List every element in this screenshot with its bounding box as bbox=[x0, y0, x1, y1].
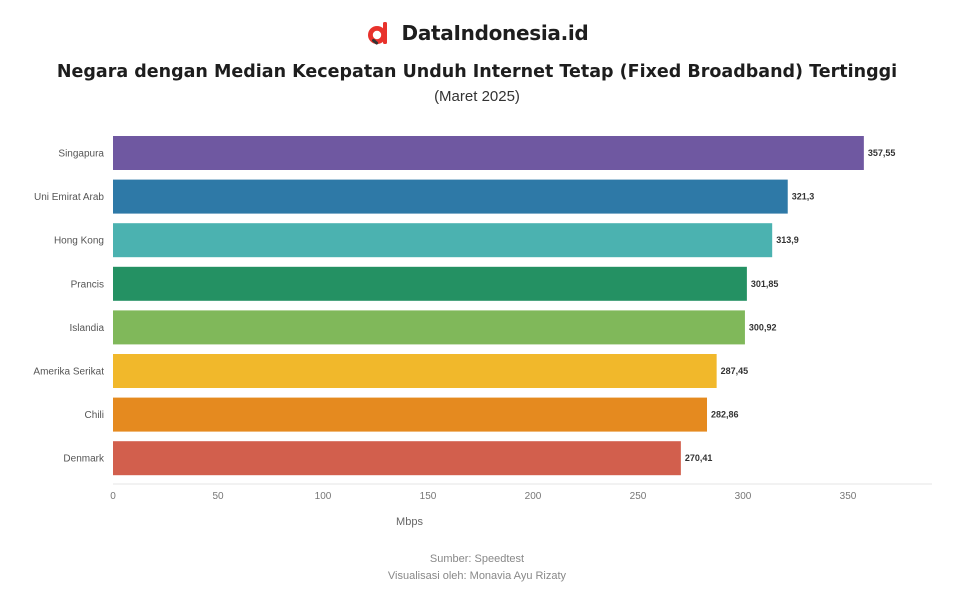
category-label: Singapura bbox=[58, 149, 104, 160]
x-tick-label: 0 bbox=[110, 491, 116, 502]
category-label: Prancis bbox=[71, 279, 104, 290]
x-tick-label: 150 bbox=[420, 491, 437, 502]
bar-7 bbox=[113, 397, 708, 432]
x-axis-title: Mbps bbox=[396, 516, 423, 528]
bar-1 bbox=[113, 136, 864, 170]
source-note: Sumber: Speedtest bbox=[429, 553, 525, 565]
x-tick-label: 250 bbox=[630, 491, 647, 502]
value-label: 300,92 bbox=[749, 322, 777, 332]
value-label: 270,41 bbox=[685, 453, 713, 463]
category-label: Amerika Serikat bbox=[33, 367, 104, 378]
category-label: Chili bbox=[85, 410, 104, 421]
x-tick-label: 300 bbox=[735, 491, 752, 502]
value-label: 282,86 bbox=[711, 410, 739, 420]
x-tick-label: 200 bbox=[525, 491, 542, 502]
bar-3 bbox=[113, 223, 773, 258]
data-indonesia-logo-icon bbox=[367, 22, 387, 45]
brand-name: DataIndonesia.id bbox=[401, 21, 589, 45]
value-label: 313,9 bbox=[776, 235, 799, 245]
bar-5 bbox=[113, 310, 745, 345]
bar-8 bbox=[113, 441, 681, 476]
category-label: Denmark bbox=[63, 454, 105, 465]
value-label: 301,85 bbox=[751, 279, 779, 289]
value-label: 321,3 bbox=[792, 192, 815, 202]
category-label: Islandia bbox=[70, 323, 105, 334]
bar-6 bbox=[113, 354, 717, 388]
chart-subtitle: (Maret 2025) bbox=[434, 88, 520, 105]
category-label: Hong Kong bbox=[54, 236, 104, 247]
value-label: 287,45 bbox=[721, 366, 749, 376]
chart-title: Negara dengan Median Kecepatan Unduh Int… bbox=[56, 62, 898, 82]
brand-header: DataIndonesia.id bbox=[0, 20, 954, 46]
x-tick-label: 50 bbox=[212, 491, 224, 502]
category-label: Uni Emirat Arab bbox=[34, 192, 104, 203]
bar-4 bbox=[113, 266, 747, 301]
visualization-credit: Visualisasi oleh: Monavia Ayu Rizaty bbox=[387, 570, 567, 582]
bar-2 bbox=[113, 179, 788, 214]
value-label: 357,55 bbox=[868, 148, 896, 158]
x-tick-label: 350 bbox=[840, 491, 857, 502]
x-tick-label: 100 bbox=[315, 491, 332, 502]
